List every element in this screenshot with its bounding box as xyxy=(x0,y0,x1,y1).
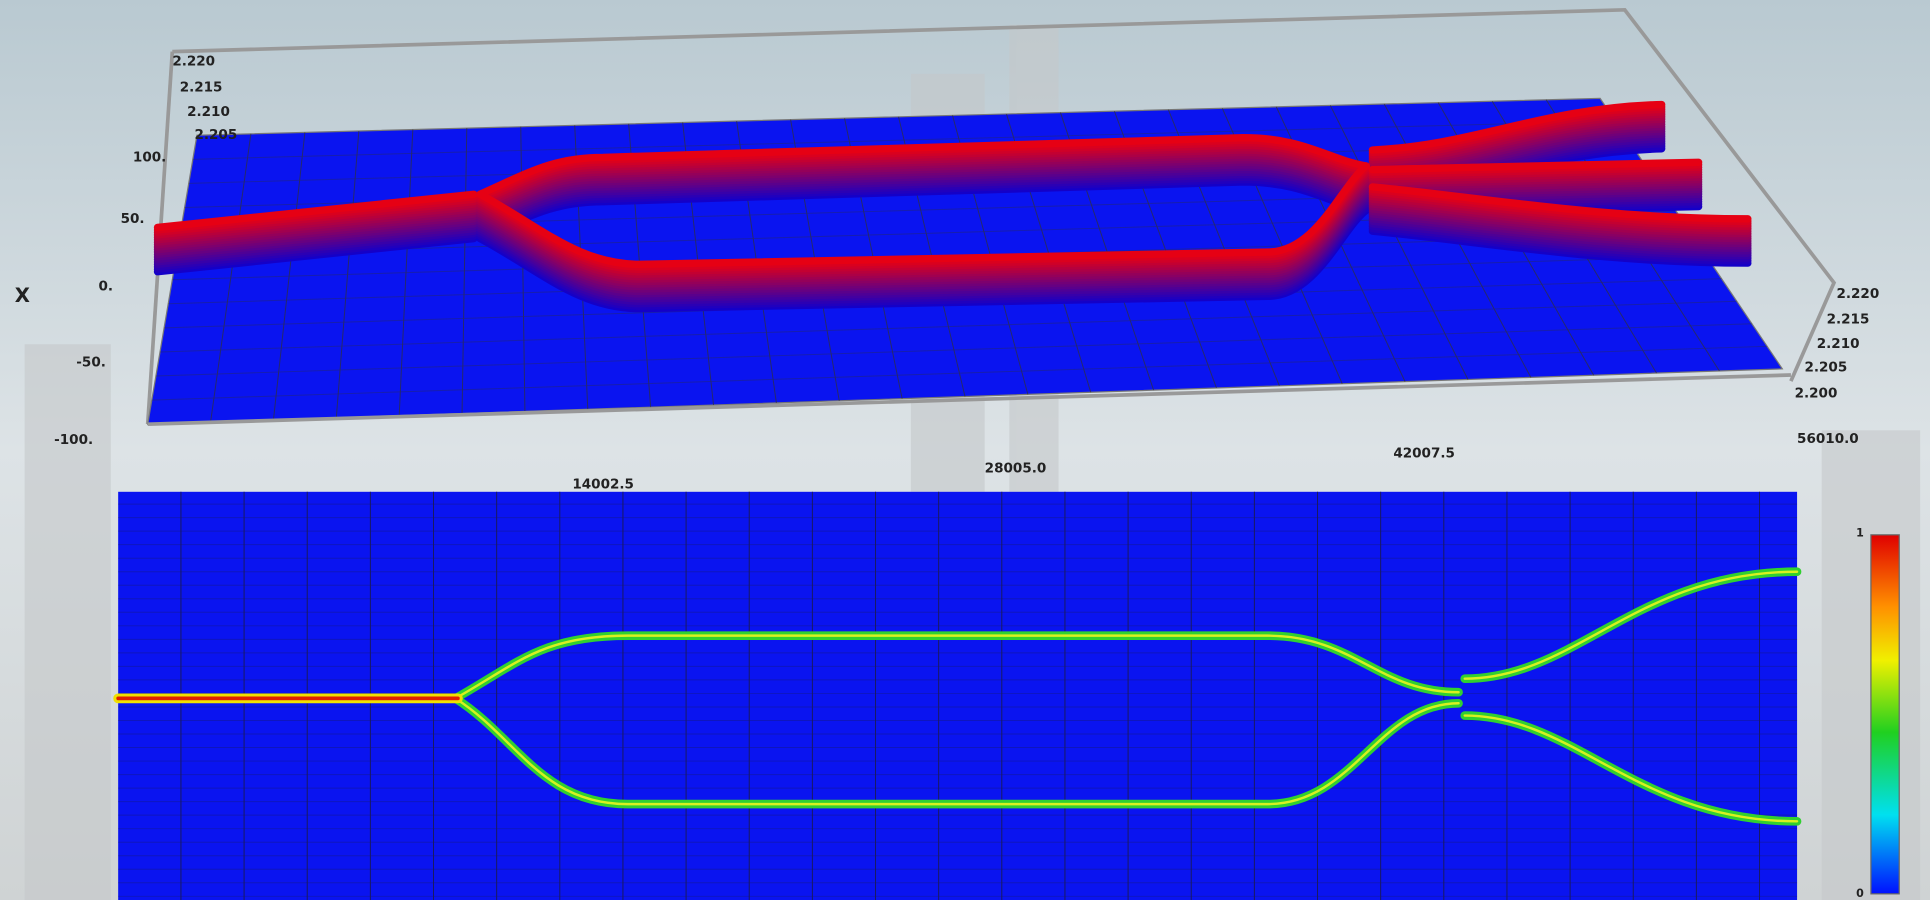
x-tick-label: 56010.0 xyxy=(1797,431,1859,447)
grid-line xyxy=(192,120,1616,160)
z-tick-label: 2.220 xyxy=(1836,286,1879,302)
z-tick-label: 2.220 xyxy=(172,53,215,69)
wall-layer xyxy=(1368,100,1666,154)
y-tick-label: 0. xyxy=(98,278,113,294)
y-tick-label: 50. xyxy=(121,211,145,227)
wall-layer xyxy=(476,162,1370,269)
z-tick-label: 2.205 xyxy=(194,127,237,143)
y-tick-label: -100. xyxy=(54,432,93,448)
field-surface xyxy=(153,100,1752,313)
wall-layer xyxy=(1368,158,1703,174)
grid-line xyxy=(398,129,414,416)
z-tick-label: 2.210 xyxy=(1817,336,1860,352)
colorbar-label: 1 xyxy=(1856,527,1864,540)
z-tick-label: 2.200 xyxy=(1795,385,1838,401)
x-tick-label: 42007.5 xyxy=(1393,446,1455,462)
z-tick-label: 2.205 xyxy=(1804,360,1847,376)
colorbar-label: 0 xyxy=(1856,887,1864,900)
x-tick-label: 14002.5 xyxy=(572,476,634,492)
box-edge xyxy=(147,373,1791,427)
grid-line xyxy=(210,133,252,423)
y-tick-label: -50. xyxy=(76,355,106,371)
axis-label: X xyxy=(15,284,30,307)
wall-layer xyxy=(153,190,478,232)
grid-line xyxy=(155,323,1752,377)
wall-layer xyxy=(1368,183,1752,223)
y-tick-label: 100. xyxy=(133,149,166,165)
colorbar xyxy=(1870,534,1900,895)
grid-line xyxy=(1329,105,1469,380)
z-tick-label: 2.215 xyxy=(180,79,223,95)
x-tick-label: 28005.0 xyxy=(985,460,1047,476)
z-tick-label: 2.215 xyxy=(1827,312,1870,328)
z-tick-label: 2.210 xyxy=(187,104,230,120)
axis-labels: X 100. 50. 0. -50. -100. 2.220 2.215 2.2… xyxy=(15,53,1879,492)
grid-line xyxy=(461,128,468,414)
wall-layer xyxy=(476,134,1370,198)
waveguide-field xyxy=(113,567,1802,826)
grid-line xyxy=(159,300,1737,353)
grid-line xyxy=(335,130,360,418)
grid-line xyxy=(151,345,1768,401)
grid-line xyxy=(272,132,306,420)
